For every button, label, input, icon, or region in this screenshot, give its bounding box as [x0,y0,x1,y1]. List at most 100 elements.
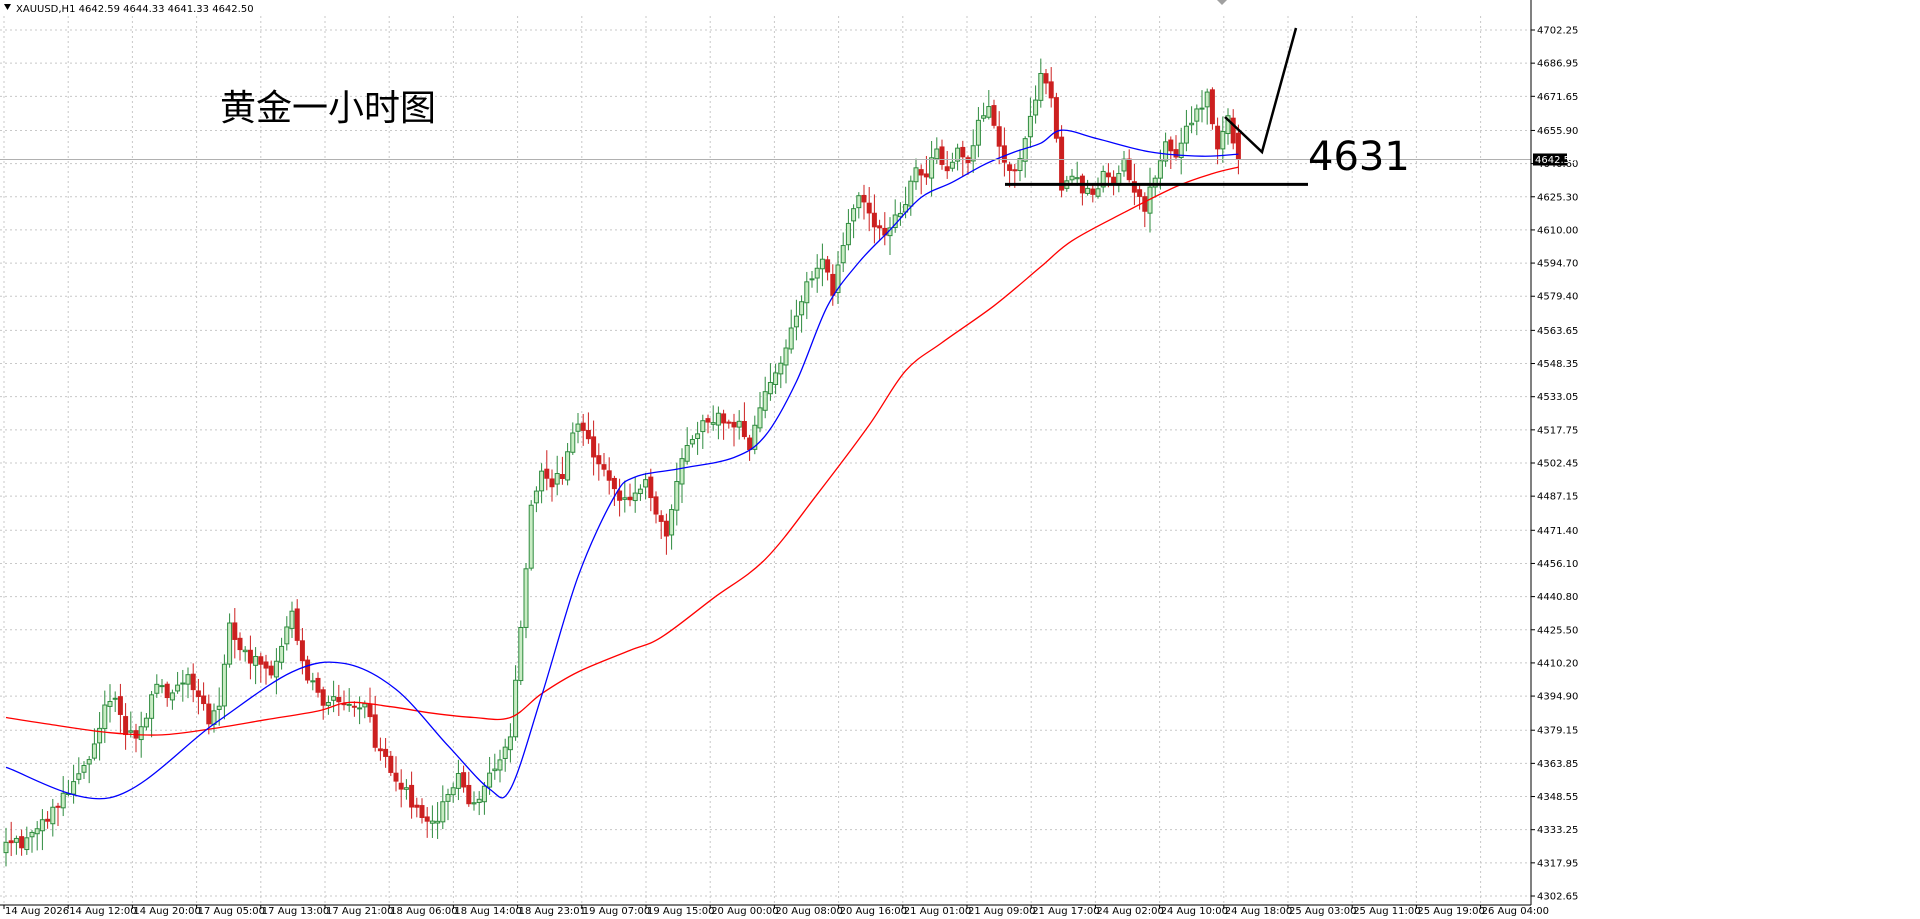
candle-bull [1027,115,1033,138]
candle-bull [128,730,134,733]
candle-bull [502,746,508,759]
price-tick-label: 4610.00 [1537,225,1578,236]
candle-bear [721,413,727,424]
candle-bull [643,479,649,488]
candle-bear [559,474,565,479]
candle-bull [762,391,768,411]
candle-bull [674,481,680,511]
candle-bear [585,429,591,440]
candle-bull [149,694,155,719]
candle-bull [700,420,706,433]
price-tick-label: 4655.90 [1537,126,1578,137]
candle-bull [169,692,175,701]
candle-bear [830,273,836,296]
candle-bear [201,695,207,705]
candle-bear [601,464,607,470]
time-tick-label: 17 Aug 13:00 [262,906,329,917]
price-tick-label: 4456.10 [1537,559,1578,570]
candle-bull [523,568,529,628]
candle-bull [435,820,441,824]
candle-bull [684,445,690,462]
price-axis: 4702.254686.954671.654655.904640.604625.… [1531,26,1578,903]
ma-blue-line [5,129,1239,800]
candle-bull [357,707,363,710]
candle-bull [445,793,451,802]
candle-bear [409,784,415,808]
symbol-header: XAUUSD,H1 4642.59 4644.33 4641.33 4642.5… [16,4,254,15]
candle-bear [320,689,326,706]
candle-bull [143,717,149,728]
candle-bull [450,787,456,796]
time-tick-label: 19 Aug 15:00 [647,906,714,917]
candle-bull [570,432,576,453]
candle-bull [1085,187,1091,194]
candle-bull [1038,72,1044,101]
candle-bear [726,421,732,424]
candle-bull [1069,175,1075,181]
candle-bear [398,782,404,790]
plot-area[interactable] [0,58,1531,867]
candle-bear [606,470,612,481]
price-tick-label: 4502.45 [1537,459,1578,470]
candle-bull [632,492,638,502]
candle-bull [50,806,56,825]
time-tick-label: 20 Aug 16:00 [840,906,907,917]
time-tick-label: 24 Aug 10:00 [1161,906,1228,917]
candle-bear [237,637,243,651]
candle-bull [955,147,961,162]
candle-bull [1095,188,1101,197]
current-price-label: 4642.50 [1535,155,1576,166]
price-tick-label: 4394.90 [1537,692,1578,703]
price-tick-label: 4348.55 [1537,792,1578,803]
candle-bull [1157,160,1163,179]
chart-annotation-title: 黄金一小时图 [220,88,436,129]
price-tick-label: 4471.40 [1537,526,1578,537]
candle-bull [986,106,992,118]
candle-bear [263,661,269,669]
candle-bull [710,422,716,425]
candle-bull [242,649,248,653]
candle-bear [1012,169,1018,172]
candle-bull [840,245,846,264]
candle-bear [195,690,201,698]
candle-bear [414,804,420,808]
candle-bear [1215,125,1221,150]
candle-bull [565,451,571,481]
candle-bear [1059,136,1065,191]
candle-bull [845,222,851,246]
candle-bear [247,649,253,664]
candle-bull [227,622,233,665]
candle-bull [86,759,92,765]
candle-bear [611,477,617,490]
candle-bull [497,759,503,771]
candle-bull [284,626,290,645]
projection-drawing[interactable] [1224,27,1298,155]
candle-bull [689,439,695,445]
candle-bear [1209,89,1215,125]
candle-bull [112,697,118,700]
candle-bull [97,727,103,744]
symbol-dropdown-icon[interactable] [4,4,11,10]
candle-bull [1017,158,1023,172]
candle-bull [819,258,825,270]
candle-bear [315,677,321,693]
chart-shift-marker[interactable] [1217,0,1227,5]
price-tick-label: 4302.65 [1537,892,1578,903]
candle-bull [799,301,805,316]
candle-bull [929,157,935,179]
candle-bull [814,267,820,279]
candle-bear [1131,181,1137,193]
candle-bull [767,381,773,395]
candle-bull [107,701,113,707]
candle-bull [1074,177,1080,180]
candle-bear [871,212,877,228]
candle-bear [1001,145,1007,163]
candle-bear [996,126,1002,147]
candle-bear [19,836,25,849]
candle-bull [669,509,675,536]
candle-bear [663,520,669,537]
candle-bear [123,716,129,736]
candle-bull [1033,99,1039,116]
candle-bull [154,683,160,694]
